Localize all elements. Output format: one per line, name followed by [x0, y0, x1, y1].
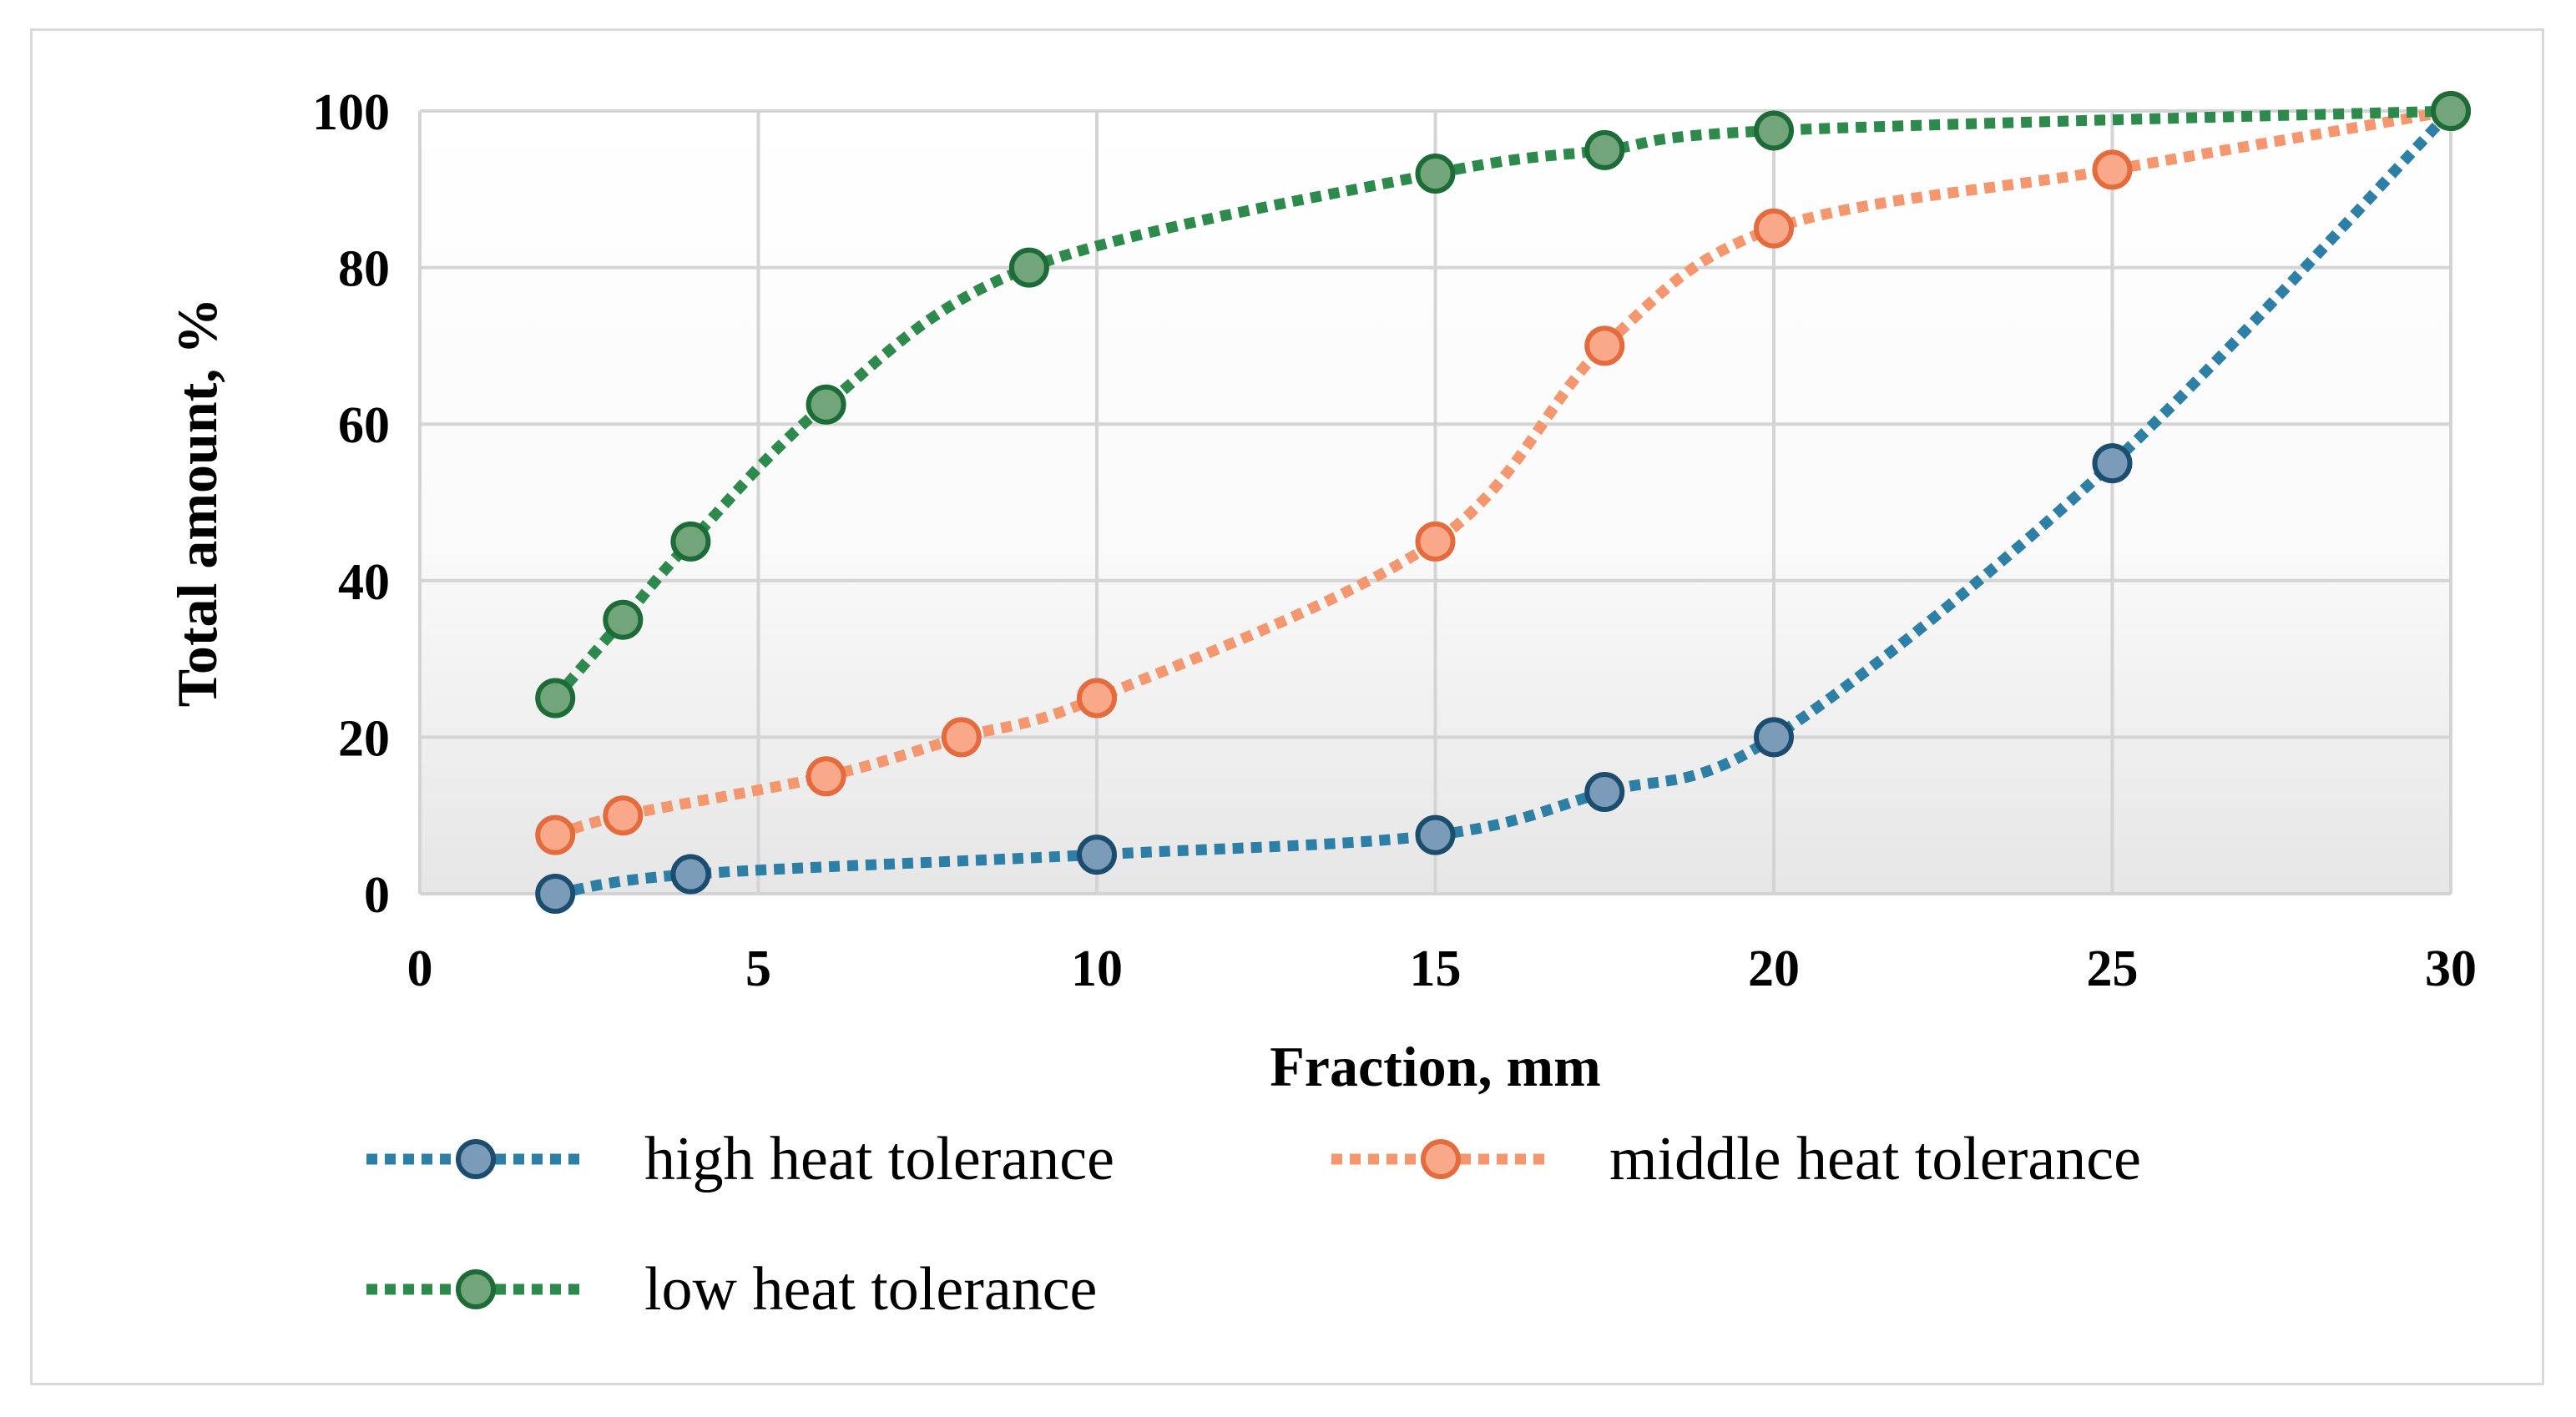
chart-frame: 0 5 10 15 20 25 30 0 20 40 60 80 100 Fraction, mm T… [30, 28, 2544, 1385]
data-point [806, 756, 846, 797]
legend-label: middle heat tolerance [1609, 1125, 2141, 1193]
data-point [603, 795, 644, 836]
y-tick-label: 40 [338, 554, 390, 611]
chart: 0 5 10 15 20 25 30 0 20 40 60 80 100 Fraction, mm T… [165, 84, 2478, 1324]
data-point [1415, 154, 1456, 194]
legend: high heat tolerance middle heat tolerance… [366, 1125, 2141, 1324]
x-tick-label: 20 [1748, 940, 1800, 997]
legend-item: low heat tolerance [366, 1255, 1097, 1324]
x-tick-label: 15 [1410, 940, 1462, 997]
data-point [1584, 325, 1625, 366]
y-tick-label: 0 [364, 867, 390, 924]
legend-label: high heat tolerance [644, 1125, 1114, 1193]
data-point [2092, 443, 2133, 484]
legend-swatch-marker [1421, 1139, 1461, 1179]
series-line [553, 105, 2452, 840]
legend-swatch-marker [456, 1269, 496, 1309]
data-point [1584, 772, 1625, 813]
x-axis-ticks: 0 5 10 15 20 25 30 [407, 940, 2478, 997]
y-tick-label: 60 [338, 397, 390, 454]
data-point [535, 678, 576, 719]
data-point [1077, 678, 1117, 719]
data-point [2431, 91, 2471, 131]
data-point [670, 521, 711, 562]
y-tick-label: 100 [312, 84, 390, 141]
legend-swatch-marker [456, 1139, 496, 1179]
series-line [551, 105, 2452, 702]
data-point [603, 599, 644, 640]
data-point [535, 874, 576, 914]
legend-item: high heat tolerance [366, 1125, 1114, 1193]
data-point [1754, 208, 1794, 249]
series-low-heat-tolerance [535, 91, 2471, 719]
x-tick-label: 25 [2087, 940, 2139, 997]
x-axis-title: Fraction, mm [1270, 1035, 1601, 1098]
data-point [1415, 521, 1456, 562]
data-point [1754, 717, 1794, 758]
data-point [670, 854, 711, 895]
data-point [2092, 149, 2133, 190]
x-tick-label: 30 [2425, 940, 2477, 997]
y-axis-title: Total amount, % [165, 298, 229, 708]
x-tick-label: 5 [745, 940, 771, 997]
x-tick-label: 0 [407, 940, 433, 997]
data-point [941, 717, 982, 758]
y-tick-label: 80 [338, 241, 390, 298]
data-point [535, 814, 576, 855]
data-point [1584, 129, 1625, 170]
x-tick-label: 10 [1071, 940, 1123, 997]
y-tick-label: 20 [338, 710, 390, 767]
data-point [806, 384, 846, 425]
data-point [1415, 814, 1456, 855]
y-axis-ticks: 0 20 40 60 80 100 [312, 84, 390, 924]
data-point [1077, 835, 1117, 875]
legend-label: low heat tolerance [644, 1255, 1097, 1324]
data-point [1754, 110, 1794, 151]
legend-item: middle heat tolerance [1331, 1125, 2141, 1193]
data-point [1008, 247, 1049, 288]
series-group [535, 91, 2471, 914]
